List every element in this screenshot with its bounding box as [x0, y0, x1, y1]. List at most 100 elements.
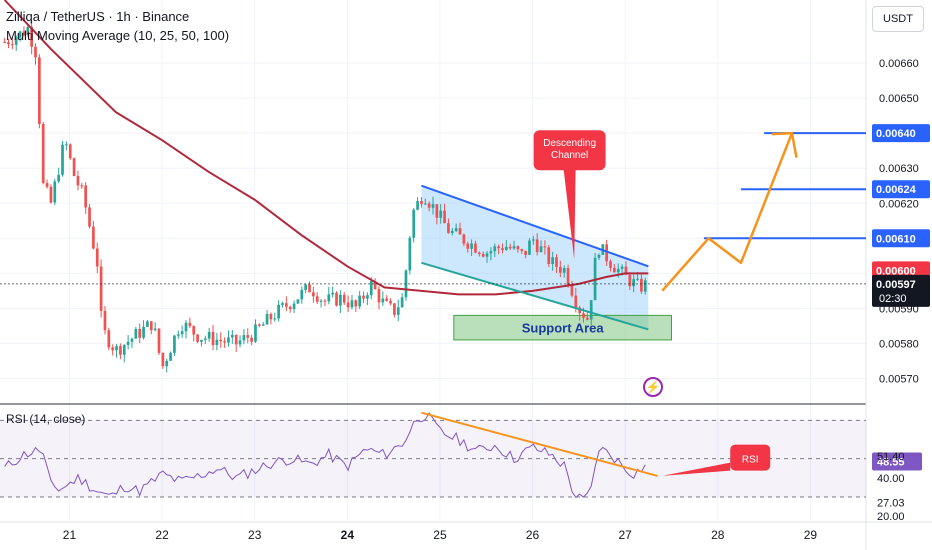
candle-body-22	[88, 207, 91, 227]
candle-body-7	[30, 27, 33, 47]
candle-body-5	[22, 31, 26, 36]
candle-body-14	[57, 174, 61, 182]
time-axis: 21 22 23 24 25 26 27 28 29	[0, 521, 932, 542]
candle-body-83	[323, 300, 327, 302]
candle-body-88	[342, 294, 346, 303]
candle-body-130	[504, 246, 508, 251]
callout-pointer	[563, 169, 576, 260]
candle-body-79	[308, 284, 311, 293]
candle-body-149	[578, 307, 581, 314]
lightning-bolt-icon[interactable]: ⚡	[643, 377, 663, 397]
candle-body-131	[508, 246, 512, 249]
candle-body-60	[234, 334, 238, 345]
currency-button[interactable]: USDT	[872, 6, 924, 32]
callout-text-line-1: Channel	[551, 150, 588, 161]
time-tick-4: 25	[433, 528, 447, 542]
candle-body-146	[566, 268, 570, 285]
candle-body-4	[18, 31, 22, 38]
candle-body-30	[119, 346, 122, 355]
rsi-panel: RSI	[0, 411, 866, 499]
candle-body-68	[265, 313, 269, 325]
candle-body-1	[7, 42, 10, 45]
candle-body-90	[350, 300, 354, 308]
candle-body-25	[99, 266, 103, 311]
candle-body-29	[115, 346, 118, 351]
candle-body-34	[134, 329, 138, 339]
candle-body-113	[439, 210, 443, 218]
candle-body-127	[493, 246, 497, 252]
candle-body-159	[616, 268, 620, 273]
candle-body-95	[369, 281, 373, 296]
candle-body-50	[196, 334, 199, 342]
level-tag-1	[872, 180, 930, 199]
candle-body-94	[366, 295, 369, 299]
candle-body-73	[285, 303, 288, 307]
candle-body-145	[562, 268, 566, 273]
candle-body-51	[200, 339, 203, 342]
candle-body-121	[470, 243, 473, 249]
candle-body-38	[149, 321, 153, 331]
candle-body-61	[238, 340, 242, 345]
candle-body-13	[53, 181, 57, 203]
candle-body-76	[296, 299, 300, 304]
candle-body-102	[396, 307, 400, 315]
candle-body-48	[188, 322, 192, 326]
candle-body-163	[632, 279, 636, 287]
rsi-callout-pointer	[662, 462, 731, 476]
level-tag-text-2: 0.00610	[876, 233, 916, 245]
candle-body-123	[477, 252, 481, 254]
annotations-back: Support Area	[421, 185, 672, 341]
candle-body-71	[277, 304, 280, 319]
candle-body-6	[26, 27, 30, 36]
candle-body-134	[520, 249, 524, 251]
candle-body-128	[497, 246, 500, 249]
candle-body-166	[643, 280, 647, 292]
rsi-trendline	[421, 411, 658, 477]
price-tick-6: 0.00630	[879, 163, 919, 175]
candle-body-75	[292, 303, 296, 310]
rsi-value-tag	[872, 452, 922, 471]
candle-body-161	[624, 266, 628, 275]
candle-body-74	[288, 306, 292, 310]
candle-body-23	[92, 226, 95, 249]
rsi-legend: RSI (14, close)	[6, 412, 86, 426]
candle-body-106	[412, 209, 416, 238]
rsi-tick-1: 27.03	[877, 498, 905, 510]
moving-average	[3, 0, 649, 296]
candle-body-59	[230, 334, 234, 338]
candle-body-72	[281, 303, 284, 305]
price-tick-1: 0.00580	[879, 338, 919, 350]
candle-body-154	[597, 254, 601, 258]
candle-body-24	[95, 248, 99, 267]
last-price-text: 0.00597	[876, 279, 916, 291]
candle-body-96	[373, 281, 377, 290]
candle-body-17	[68, 144, 72, 159]
projection-arrow-head	[771, 131, 798, 158]
candle-body-35	[138, 329, 142, 338]
channel-upper-line	[421, 184, 649, 268]
candle-body-39	[153, 328, 157, 331]
candle-body-135	[524, 250, 527, 255]
candle-body-126	[489, 251, 493, 254]
candle-body-117	[454, 228, 458, 231]
candle-body-109	[423, 203, 427, 205]
rsi-tick-4: 51.40	[877, 451, 905, 463]
candle-body-133	[516, 246, 520, 250]
candle-body-62	[242, 335, 246, 341]
candle-body-81	[315, 296, 319, 302]
candle-body-103	[400, 297, 404, 308]
candle-body-43	[169, 352, 172, 361]
candle-body-138	[535, 239, 539, 253]
candle-body-158	[613, 267, 616, 273]
time-tick-6: 27	[619, 528, 633, 542]
candle-body-40	[157, 328, 161, 353]
candle-body-137	[531, 239, 535, 241]
ma-tag	[872, 261, 930, 280]
candle-body-119	[462, 234, 466, 244]
candle-body-143	[555, 257, 558, 267]
candle-body-46	[180, 331, 184, 335]
rsi-callout-bubble	[730, 444, 771, 471]
candle-body-164	[636, 278, 639, 280]
chart-title: Zilliqa / TetherUS · 1h · Binance	[6, 9, 190, 24]
